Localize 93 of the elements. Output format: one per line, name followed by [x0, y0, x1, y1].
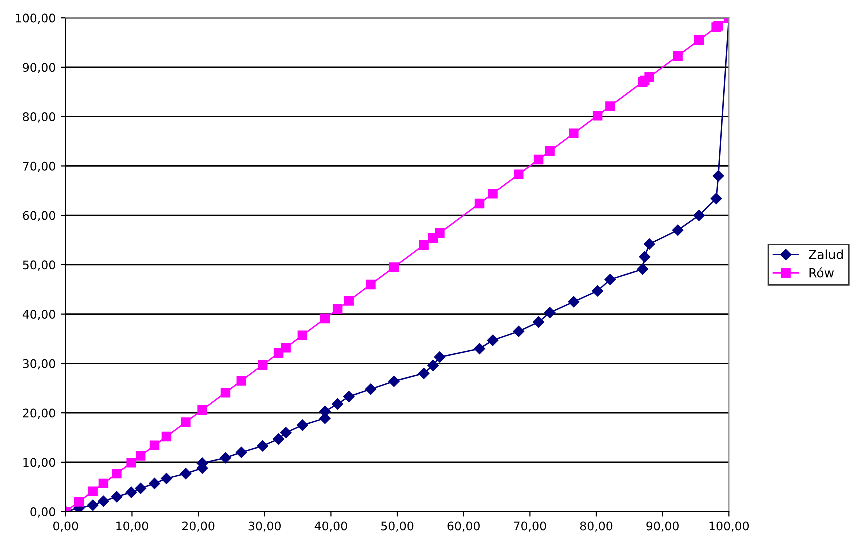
point — [488, 188, 498, 199]
point — [389, 262, 400, 272]
y-tick-label: 0,00 — [30, 508, 56, 518]
point — [258, 360, 268, 370]
point — [435, 228, 445, 238]
point — [419, 240, 429, 250]
point — [273, 434, 284, 445]
point — [74, 497, 84, 507]
point — [149, 478, 160, 490]
point — [161, 473, 172, 484]
y-tick-label: 90,00 — [23, 63, 56, 74]
point — [181, 418, 191, 428]
point — [332, 398, 344, 410]
point — [568, 296, 580, 308]
point — [220, 388, 231, 398]
point — [694, 210, 705, 222]
point — [533, 316, 544, 328]
point — [281, 343, 291, 353]
point — [180, 468, 192, 480]
x-tick-label: 100,00 — [710, 522, 750, 532]
point — [136, 451, 146, 461]
x-tick-label: 40,00 — [314, 522, 348, 532]
point — [712, 170, 724, 182]
point — [434, 352, 446, 363]
x-tick-label: 70,00 — [514, 522, 546, 532]
point — [111, 491, 123, 503]
point — [544, 307, 556, 318]
point — [388, 376, 400, 388]
x-tick-label: 80,00 — [580, 522, 613, 532]
x-tick-label: 90,00 — [646, 522, 679, 532]
y-tick-label: 50,00 — [23, 260, 56, 271]
y-tick-label: 30,00 — [23, 359, 56, 370]
point — [474, 343, 486, 354]
point — [592, 286, 604, 297]
point — [162, 432, 172, 442]
point — [534, 154, 544, 165]
point — [637, 264, 649, 276]
point — [569, 128, 579, 138]
point — [87, 500, 99, 512]
legend-label: Zalud — [809, 250, 843, 260]
point — [514, 170, 524, 180]
point — [126, 486, 138, 498]
point — [513, 326, 524, 338]
point — [644, 72, 654, 82]
point — [487, 334, 499, 346]
x-tick-label: 60,00 — [448, 522, 480, 532]
point — [98, 478, 109, 489]
x-tick-label: 30,00 — [248, 522, 281, 532]
point — [428, 360, 439, 372]
point — [98, 496, 110, 508]
point — [257, 440, 268, 452]
point — [126, 458, 136, 468]
point — [365, 384, 377, 395]
y-tick-label: 80,00 — [23, 112, 56, 123]
point — [694, 35, 704, 46]
point — [198, 405, 208, 415]
point — [297, 420, 308, 432]
point — [344, 296, 354, 306]
point — [710, 193, 722, 204]
y-tick-label: 10,00 — [24, 458, 56, 468]
point — [606, 102, 616, 112]
point — [236, 376, 247, 386]
point — [673, 51, 683, 61]
legend-label: Rów — [810, 268, 834, 278]
point — [135, 483, 146, 494]
point — [366, 280, 376, 290]
point — [474, 198, 485, 209]
point — [88, 486, 98, 496]
point — [418, 368, 430, 380]
point — [672, 224, 684, 236]
y-tick-label: 60,00 — [23, 211, 56, 222]
x-tick-label: 10,00 — [116, 522, 148, 532]
point — [545, 146, 555, 156]
point — [332, 304, 343, 314]
point — [639, 251, 651, 263]
point — [644, 238, 656, 250]
y-tick-label: 70,00 — [23, 162, 56, 172]
x-tick-label: 20,00 — [182, 522, 215, 532]
point — [298, 330, 308, 340]
point — [280, 427, 292, 438]
x-tick-label: 0,00 — [54, 522, 78, 532]
point — [604, 274, 616, 286]
x-tick-label: 50,00 — [382, 522, 414, 532]
point — [236, 446, 248, 458]
point — [112, 468, 122, 479]
y-tick-label: 40,00 — [22, 310, 56, 320]
point — [220, 452, 232, 464]
y-tick-label: 20,00 — [23, 408, 56, 419]
point — [343, 391, 355, 402]
point — [592, 110, 603, 121]
point — [320, 314, 330, 324]
y-tick-label: 100,00 — [16, 14, 56, 24]
point — [150, 440, 160, 451]
